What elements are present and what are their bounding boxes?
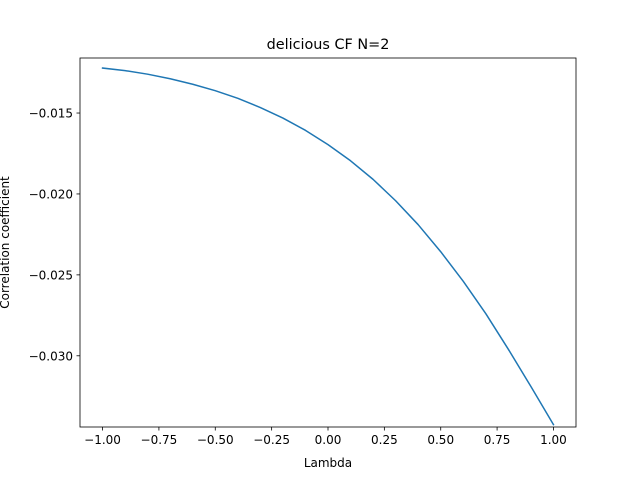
y-tick-label: −0.025 [29, 268, 73, 282]
x-tick-label: −1.00 [84, 433, 121, 447]
series-line [101, 67, 555, 426]
x-axis-label: Lambda [304, 456, 352, 470]
x-axis-ticks: −1.00 −0.75 −0.50 −0.25 0.00 0.25 0.50 0.75 1.00 [84, 427, 567, 447]
y-tick-label: −0.020 [29, 187, 73, 201]
chart-title: delicious CF N=2 [267, 37, 390, 53]
x-tick-label: 0.25 [371, 433, 398, 447]
plot-area [80, 58, 576, 427]
y-tick-label: −0.030 [29, 349, 73, 363]
x-tick-label: 0.50 [427, 433, 454, 447]
x-tick-label: 0.75 [484, 433, 511, 447]
x-tick-label: −0.50 [197, 433, 234, 447]
y-tick-label: −0.015 [29, 107, 73, 121]
y-axis-ticks: −0.015 −0.020 −0.025 −0.030 [29, 107, 80, 363]
x-tick-label: 1.00 [540, 433, 567, 447]
x-tick-label: −0.25 [253, 433, 290, 447]
x-tick-label: 0.00 [315, 433, 342, 447]
series-layer [101, 67, 555, 426]
x-tick-label: −0.75 [141, 433, 178, 447]
y-axis-label: Correlation coefficient [0, 176, 12, 309]
